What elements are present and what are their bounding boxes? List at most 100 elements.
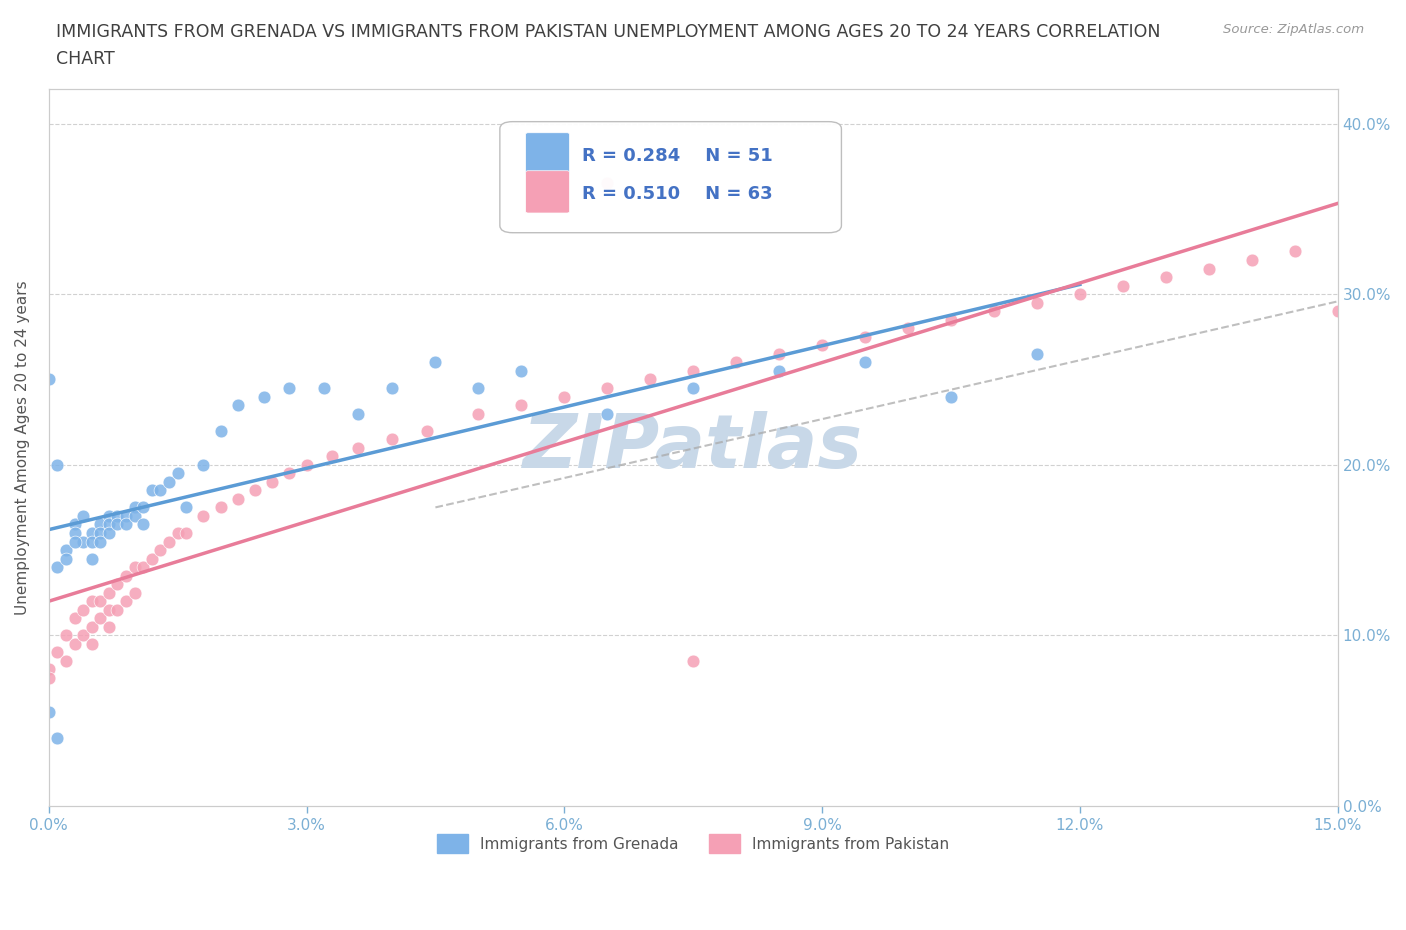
Text: R = 0.284    N = 51: R = 0.284 N = 51 [582,147,773,165]
Point [226,491,249,506]
Point [89,517,111,532]
Point [80,636,103,651]
Point [467,380,489,395]
Point [132,560,155,575]
Point [209,423,232,438]
Point [1069,286,1091,301]
Point [107,577,129,591]
Point [63,534,86,549]
Point [682,364,704,379]
Point [157,534,180,549]
Point [425,355,447,370]
Point [63,517,86,532]
Point [72,603,94,618]
Point [89,593,111,608]
Point [1198,261,1220,276]
Point [55,542,77,557]
Point [1025,346,1047,361]
Point [63,611,86,626]
Point [174,500,197,515]
Point [89,611,111,626]
Point [193,509,215,524]
Point [939,312,962,327]
Point [72,534,94,549]
Point [682,380,704,395]
Point [312,380,335,395]
Point [38,705,60,720]
Point [97,525,120,540]
Point [149,542,172,557]
Point [97,619,120,634]
Point [811,338,834,352]
Point [63,636,86,651]
Text: Source: ZipAtlas.com: Source: ZipAtlas.com [1223,23,1364,36]
Point [124,509,146,524]
Text: IMMIGRANTS FROM GRENADA VS IMMIGRANTS FROM PAKISTAN UNEMPLOYMENT AMONG AGES 20 T: IMMIGRANTS FROM GRENADA VS IMMIGRANTS FR… [56,23,1161,68]
Point [768,346,790,361]
Point [97,603,120,618]
Point [38,671,60,685]
Point [124,585,146,600]
Point [725,355,748,370]
Point [55,551,77,566]
Point [97,517,120,532]
Point [1284,244,1306,259]
Point [416,423,439,438]
Point [262,474,284,489]
Point [381,432,404,446]
Point [115,509,138,524]
Point [55,654,77,669]
Point [115,517,138,532]
Point [897,321,920,336]
Point [80,534,103,549]
Point [278,380,301,395]
Point [89,525,111,540]
Text: ZIPatlas: ZIPatlas [523,411,863,485]
Point [1326,304,1348,319]
Point [80,551,103,566]
Point [510,398,533,413]
Point [124,560,146,575]
Point [1154,270,1177,285]
Point [381,380,404,395]
Point [510,364,533,379]
Point [166,525,188,540]
Point [321,449,343,464]
Point [295,458,318,472]
Point [596,406,619,421]
Point [132,517,155,532]
Point [226,398,249,413]
Point [1025,295,1047,310]
Point [46,645,69,660]
Point [278,466,301,481]
Point [97,585,120,600]
Point [853,355,876,370]
Legend: Immigrants from Grenada, Immigrants from Pakistan: Immigrants from Grenada, Immigrants from… [432,829,955,859]
Point [80,619,103,634]
FancyBboxPatch shape [526,171,569,213]
Point [596,176,619,191]
Point [89,534,111,549]
Point [682,654,704,669]
Point [46,560,69,575]
Text: R = 0.510    N = 63: R = 0.510 N = 63 [582,185,773,203]
Point [115,568,138,583]
Point [467,406,489,421]
Point [107,603,129,618]
Point [38,662,60,677]
Point [80,593,103,608]
Point [1112,278,1135,293]
Point [38,372,60,387]
Point [939,389,962,404]
Point [347,406,370,421]
Point [174,525,197,540]
Point [853,329,876,344]
Point [983,304,1005,319]
Point [193,458,215,472]
Point [149,483,172,498]
Point [97,509,120,524]
Point [347,440,370,455]
Point [124,500,146,515]
FancyBboxPatch shape [501,122,841,232]
Point [553,389,575,404]
